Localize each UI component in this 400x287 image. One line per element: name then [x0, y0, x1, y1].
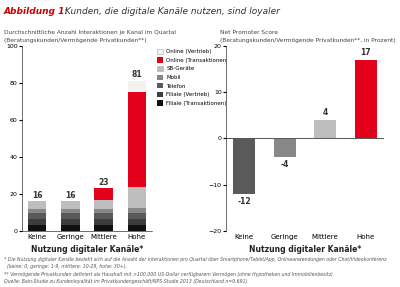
Text: Abbildung 1:: Abbildung 1: [4, 7, 72, 16]
Bar [61, 219, 80, 226]
Text: (keine: 0, geringe: 1-9, mittlere: 10-29, hohe: 30+).: (keine: 0, geringe: 1-9, mittlere: 10-29… [4, 264, 127, 269]
Bar [128, 208, 146, 214]
Bar [61, 209, 80, 214]
Text: Durchschnittliche Anzahl Interaktionen je Kanal im Quartal: Durchschnittliche Anzahl Interaktionen j… [4, 30, 176, 35]
Bar [354, 60, 377, 138]
Bar [274, 138, 296, 157]
Text: 81: 81 [132, 70, 142, 79]
Bar [28, 201, 46, 209]
Bar [94, 214, 113, 219]
Bar [128, 187, 146, 208]
X-axis label: Nutzung digitaler Kanäle*: Nutzung digitaler Kanäle* [31, 245, 143, 254]
Bar [128, 214, 146, 219]
Text: -4: -4 [280, 160, 289, 169]
Legend: Online (Vertrieb), Online (Transaktionen), SB-Geräte, Mobil, Telefon, Filiale (V: Online (Vertrieb), Online (Transaktionen… [157, 49, 228, 106]
Bar [128, 219, 146, 226]
Text: 16: 16 [32, 191, 42, 199]
Bar [28, 214, 46, 219]
Text: -12: -12 [238, 197, 251, 206]
Bar [128, 81, 146, 92]
Text: 4: 4 [323, 108, 328, 117]
Bar [94, 189, 113, 199]
Text: 17: 17 [360, 48, 371, 57]
Text: ** Vermögende Privatkunden definiert als Haushalt mit >100.000 US-Dollar verfügb: ** Vermögende Privatkunden definiert als… [4, 272, 333, 277]
Bar [61, 214, 80, 219]
Bar [61, 201, 80, 209]
Bar [61, 226, 80, 231]
Bar [28, 226, 46, 231]
Text: * Die Nutzung digitaler Kanäle bezieht sich auf die Anzahl der Interaktionen pro: * Die Nutzung digitaler Kanäle bezieht s… [4, 257, 386, 262]
Bar [128, 226, 146, 231]
Text: (Beratungskunden/Vermögende Privatkunden**): (Beratungskunden/Vermögende Privatkunden… [4, 38, 147, 43]
Bar [314, 120, 336, 138]
Bar [128, 92, 146, 187]
Bar [28, 209, 46, 214]
Bar [94, 199, 113, 209]
Text: (Beratungskunden/Vermögende Privatkunden**, in Prozent): (Beratungskunden/Vermögende Privatkunden… [220, 38, 396, 43]
Text: Quelle: Bain-Studie zu Kundenloyalität im Privatkundengeschäft/NPS-Studie 2013 (: Quelle: Bain-Studie zu Kundenloyalität i… [4, 279, 247, 284]
Text: Kunden, die digitale Kanäle nutzen, sind loyaler: Kunden, die digitale Kanäle nutzen, sind… [62, 7, 280, 16]
X-axis label: Nutzung digitaler Kanäle*: Nutzung digitaler Kanäle* [249, 245, 361, 254]
Bar [94, 219, 113, 226]
Text: Net Promoter Score: Net Promoter Score [220, 30, 278, 35]
Bar [233, 138, 256, 194]
Text: 16: 16 [65, 191, 76, 199]
Bar [28, 219, 46, 226]
Bar [94, 209, 113, 214]
Text: 23: 23 [98, 178, 109, 187]
Bar [94, 226, 113, 231]
